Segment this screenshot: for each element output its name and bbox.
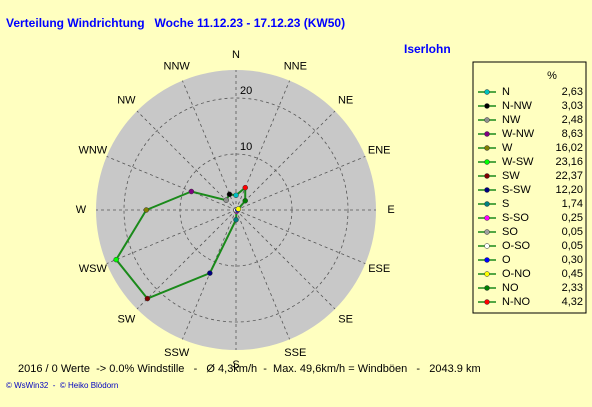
grid-spoke [136,209,237,310]
legend-value: 12,20 [555,184,583,196]
direction-label: NNW [164,61,191,73]
r-tick-label: 10 [240,141,252,153]
legend-value: 16,02 [555,142,583,154]
legend-marker [484,131,490,137]
legend-label: W-SW [502,156,534,168]
legend-marker [484,299,490,305]
grid-spoke [182,209,237,340]
grid-spoke [235,209,366,264]
legend-value: 23,16 [555,156,583,168]
direction-label: E [387,204,394,216]
legend-marker [484,187,490,193]
legend-marker [484,243,490,249]
direction-label: NE [338,94,353,106]
grid-spoke [106,209,237,264]
legend-value: 8,63 [562,128,583,140]
grid-spoke [106,156,237,211]
direction-label: ENE [368,145,391,157]
legend-marker [484,285,490,291]
legend-value: 2,48 [562,114,583,126]
legend-label: NW [502,114,521,126]
direction-label: SE [338,314,353,326]
data-point [226,191,233,198]
legend-value: 4,32 [562,296,583,308]
legend-label: O-NO [502,268,531,280]
data-point [207,270,213,276]
legend-value: 1,74 [562,198,583,210]
direction-label: ESE [368,263,390,275]
footer: 2016 / 0 Werte -> 0.0% Windstille - Ø 4,… [18,363,481,375]
grid-spoke [182,80,237,211]
legend-label: SW [502,170,520,182]
legend-title: % [547,70,557,82]
legend-label: W-NW [502,128,535,140]
data-point [223,197,229,203]
data-point [144,295,151,302]
direction-label: SSE [284,347,306,359]
grid-spoke [235,110,336,211]
grid-spoke [235,156,366,211]
legend-marker [484,257,490,263]
legend-marker [484,103,490,109]
grid-spoke [136,110,237,211]
grid-ring [123,97,349,323]
legend-value: 0,05 [562,240,583,252]
data-point [233,216,239,223]
direction-label: S [232,359,239,371]
direction-label: SSW [164,347,190,359]
legend-marker [484,201,490,207]
data-point [113,256,119,263]
legend-value: 0,05 [562,226,583,238]
direction-label: W [76,204,87,216]
legend-marker [484,159,490,165]
grid-spoke [235,209,336,310]
data-point [242,198,248,204]
legend-label: SO [502,226,518,238]
data-point [233,192,239,199]
legend-label: O-SO [502,240,531,252]
data-point [143,207,150,213]
legend-label: S-SW [502,184,531,196]
legend-label: N-NO [502,296,531,308]
legend-label: NO [502,282,519,294]
data-point [242,184,249,191]
legend-label: S [502,198,509,210]
direction-label: WNW [78,145,107,157]
legend-box [472,61,587,314]
legend-marker [484,145,490,151]
legend-value: 0,30 [562,254,583,266]
legend-value: 2,33 [562,282,583,294]
legend-value: 2,63 [562,86,583,98]
direction-label: NNE [284,61,307,73]
legend-value: 3,03 [562,100,583,112]
grid-spoke [235,80,290,211]
r-tick-label: 20 [240,85,252,97]
legend-value: 0,25 [562,212,583,224]
legend-marker [484,173,490,179]
legend-marker [484,215,490,221]
legend-marker [484,89,490,95]
legend-label: N-NW [502,100,533,112]
credit: © WsWin32 - © Heiko Blödorn [6,381,118,390]
legend-value: 22,37 [555,170,583,182]
data-point [235,206,242,212]
direction-label: NW [117,94,136,106]
legend-label: W [502,142,513,154]
chart-title: Verteilung Windrichtung Woche 11.12.23 -… [6,16,345,30]
legend-label: O [502,254,511,266]
legend-label: S-SO [502,212,529,224]
grid-spoke [235,209,290,340]
direction-label: N [232,49,240,61]
direction-label: SW [118,314,136,326]
legend-marker [484,271,490,277]
chart-subtitle: Iserlohn [404,42,451,56]
legend-marker [484,117,490,123]
legend-label: N [502,86,510,98]
data-point [188,188,195,195]
legend-marker [484,229,490,235]
legend-value: 0,45 [562,268,583,280]
direction-label: WSW [79,263,108,275]
